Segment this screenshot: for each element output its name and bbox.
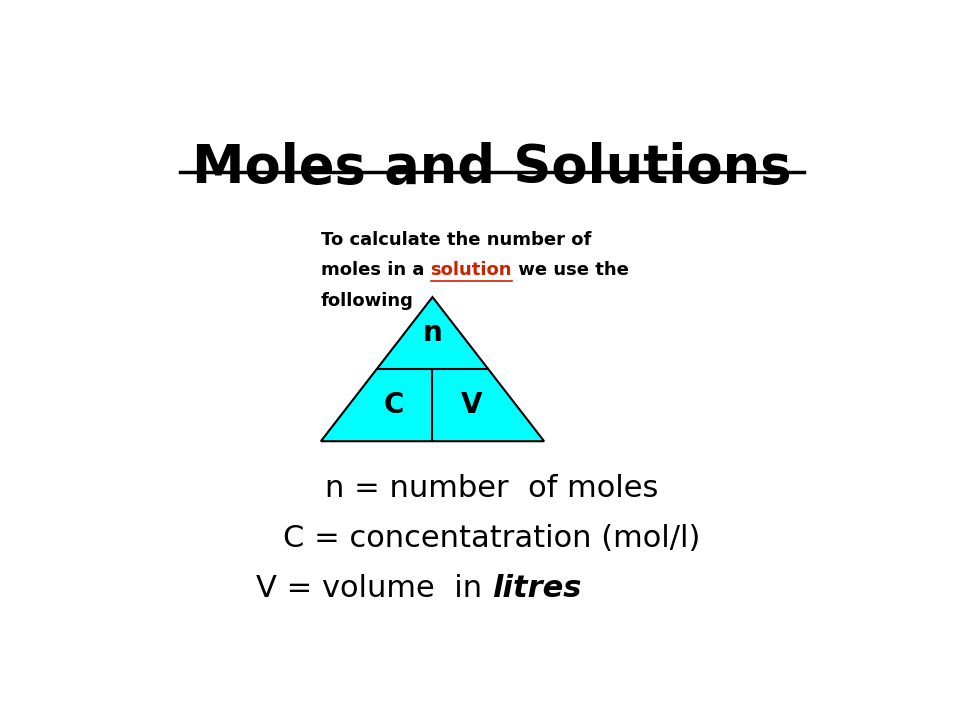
Text: V = volume  in: V = volume in xyxy=(256,575,492,603)
Text: n: n xyxy=(422,319,443,347)
Text: litres: litres xyxy=(492,575,582,603)
Text: solution: solution xyxy=(430,261,512,279)
Text: V: V xyxy=(461,391,482,419)
Text: n = number  of moles: n = number of moles xyxy=(325,474,659,503)
Text: C = concentatration (mol/l): C = concentatration (mol/l) xyxy=(283,524,701,554)
Text: we use the: we use the xyxy=(512,261,629,279)
Text: following: following xyxy=(321,292,414,310)
Text: Moles and Solutions: Moles and Solutions xyxy=(192,142,792,194)
Text: To calculate the number of: To calculate the number of xyxy=(321,230,591,248)
Text: moles in a: moles in a xyxy=(321,261,430,279)
Polygon shape xyxy=(321,297,544,441)
Text: C: C xyxy=(383,391,403,419)
